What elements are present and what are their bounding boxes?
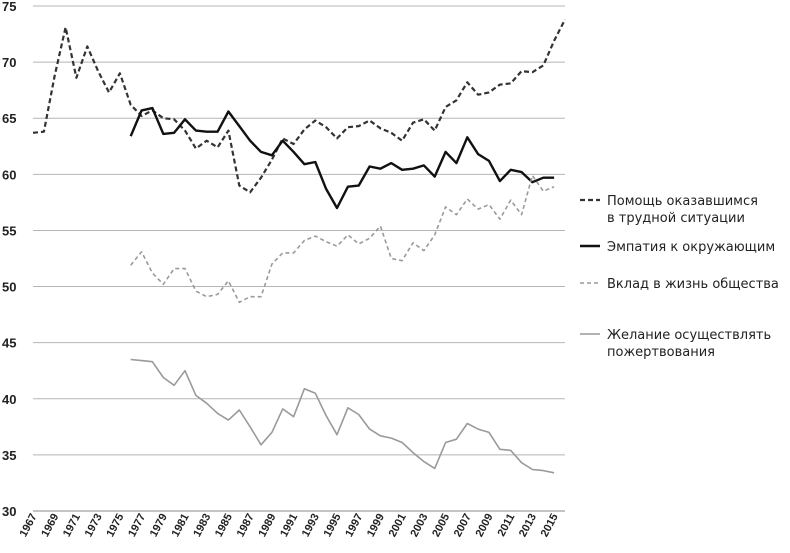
x-tick-label: 1971 xyxy=(61,512,83,539)
legend-label-1: в трудной ситуации xyxy=(607,211,745,226)
y-tick-label: 40 xyxy=(2,392,16,407)
y-tick-label: 50 xyxy=(2,280,16,295)
x-tick-label: 1985 xyxy=(213,512,235,539)
series-lines xyxy=(32,18,566,474)
series-line-3 xyxy=(130,174,555,304)
legend-label-4: Желание осуществлять xyxy=(607,328,771,343)
legend-label-2: Эмпатия к окружающим xyxy=(607,240,775,255)
x-tick-label: 2003 xyxy=(408,512,430,539)
x-tick-label: 2011 xyxy=(496,512,518,539)
x-tick-label: 1995 xyxy=(322,512,344,539)
grid-lines xyxy=(33,5,565,512)
x-tick-label: 1993 xyxy=(300,512,322,539)
y-tick-label: 30 xyxy=(2,504,16,519)
legend-label-3: Вклад в жизнь общества xyxy=(607,277,779,292)
y-tick-label: 55 xyxy=(2,223,16,238)
x-tick-label: 1989 xyxy=(256,512,278,539)
x-tick-label: 2013 xyxy=(517,512,539,539)
y-tick-label: 70 xyxy=(2,55,16,70)
series-line-4 xyxy=(130,358,555,474)
legend: Помощь оказавшимся в трудной ситуации Эмпа… xyxy=(580,194,779,360)
x-tick-label: 1975 xyxy=(104,512,126,539)
y-tick-label: 45 xyxy=(2,336,16,351)
series-line-1 xyxy=(32,18,566,194)
x-tick-label: 1997 xyxy=(343,512,365,539)
y-tick-label: 60 xyxy=(2,167,16,182)
x-tick-label: 1969 xyxy=(39,512,61,539)
x-tick-label: 1977 xyxy=(126,512,148,539)
x-tick-label: 2005 xyxy=(430,512,452,539)
y-axis-ticks: 30 35 40 45 50 55 60 65 70 75 xyxy=(2,0,16,519)
x-tick-label: 1999 xyxy=(365,512,387,539)
x-axis-ticks: 1967 1969 1971 1973 1975 1977 1979 1981 1983 1985… xyxy=(18,512,561,539)
x-tick-label: 2001 xyxy=(387,512,409,539)
x-tick-label: 1979 xyxy=(148,512,170,539)
x-tick-label: 1991 xyxy=(278,512,300,539)
x-tick-label: 1983 xyxy=(191,512,213,539)
x-tick-label: 1981 xyxy=(170,512,192,539)
y-tick-label: 35 xyxy=(2,448,16,463)
x-tick-label: 2015 xyxy=(539,512,561,539)
x-tick-label: 1967 xyxy=(18,512,40,539)
legend-label-4: пожертвования xyxy=(607,345,715,360)
y-tick-label: 65 xyxy=(2,111,16,126)
series-line-2 xyxy=(129,106,555,210)
x-tick-label: 1973 xyxy=(83,512,105,539)
x-tick-label: 2007 xyxy=(452,512,474,539)
y-tick-label: 75 xyxy=(2,0,16,14)
x-tick-label: 2009 xyxy=(474,512,496,539)
x-tick-label: 1987 xyxy=(235,512,257,539)
legend-label-1: Помощь оказавшимся xyxy=(607,194,758,209)
